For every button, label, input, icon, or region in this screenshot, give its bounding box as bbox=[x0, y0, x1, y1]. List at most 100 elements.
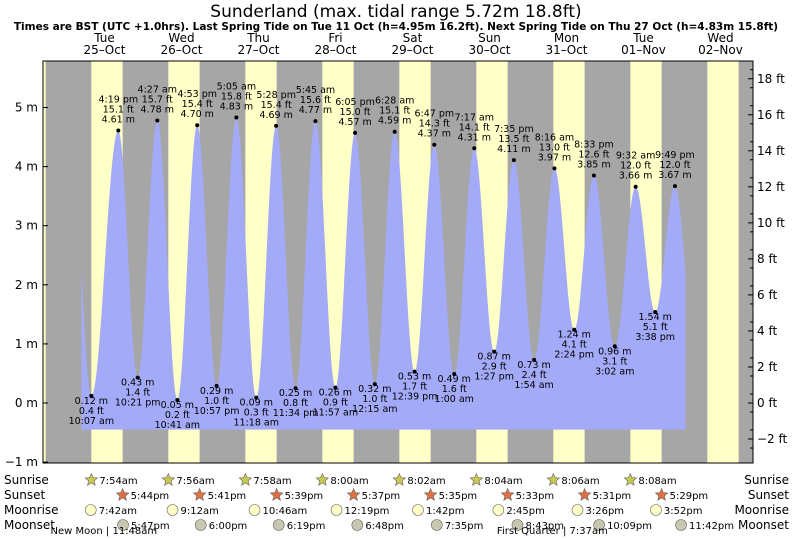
y-tick-label-ft: 2 ft bbox=[757, 360, 777, 374]
moonrise-icon bbox=[330, 504, 343, 516]
tide-label: 5.1 ft bbox=[643, 322, 668, 333]
moonrise-icon bbox=[571, 504, 584, 516]
tide-label: 10:41 am bbox=[155, 420, 200, 431]
tide-curve bbox=[81, 117, 686, 430]
tide-label: 0.09 m bbox=[240, 398, 273, 409]
moonset-icon bbox=[511, 519, 524, 531]
tide-label: 15.1 ft bbox=[379, 106, 410, 117]
moonrise-icon bbox=[166, 504, 179, 516]
tide-label: 0.96 m bbox=[598, 346, 631, 357]
tide-label: 10:07 am bbox=[69, 416, 114, 427]
sunrise-star-icon bbox=[84, 472, 99, 486]
sun-moon-time: 6:19pm bbox=[287, 521, 326, 532]
tide-label: 0.53 m bbox=[398, 372, 431, 383]
sun-moon-time: 5:35pm bbox=[439, 491, 478, 502]
sun-moon-time: 12:19pm bbox=[345, 506, 390, 517]
tide-area bbox=[81, 117, 686, 430]
sun-moon-time: 7:54am bbox=[99, 476, 137, 487]
y-tick-label-ft: 0 ft bbox=[757, 396, 777, 410]
moonrise-icon bbox=[412, 504, 424, 516]
sun-moon-time: 5:41pm bbox=[208, 491, 247, 502]
sun-moon-time: 7:42am bbox=[99, 506, 137, 517]
sun-moon-time: 6:00pm bbox=[209, 521, 248, 532]
day-name: Sat bbox=[403, 31, 423, 45]
sun-moon-time: 9:12am bbox=[181, 506, 219, 517]
tide-point bbox=[591, 173, 596, 178]
tide-label: 0.32 m bbox=[358, 384, 391, 395]
tide-label: 11:34 pm bbox=[273, 408, 319, 419]
tide-label: 0.9 ft bbox=[323, 398, 348, 409]
y-tick-label-ft: 6 ft bbox=[757, 288, 777, 302]
tide-label: 6:05 pm bbox=[335, 97, 375, 108]
sunrise-star-icon bbox=[469, 472, 484, 486]
sun-moon-time: 7:56am bbox=[176, 476, 214, 487]
sun-moon-time: 8:02am bbox=[407, 476, 445, 487]
tide-label: 14.3 ft bbox=[419, 119, 450, 130]
moonset-icon bbox=[194, 519, 207, 531]
tide-label: 4.83 m bbox=[220, 102, 253, 113]
tide-label: 12.0 ft bbox=[620, 161, 651, 172]
sun-moon-time: 7:35pm bbox=[445, 521, 484, 532]
tide-label: 1:00 am bbox=[434, 394, 473, 405]
row-label-right: Sunrise bbox=[744, 473, 789, 487]
row-label-left: Moonrise bbox=[4, 503, 59, 517]
axes: −1 m 0 m 1 m 2 m 3 m 4 m 5 m −2 ft 0 ft 2 ft 4 ft 6… bbox=[5, 60, 788, 469]
tide-label: 5:05 am bbox=[217, 82, 256, 93]
tide-point bbox=[234, 115, 239, 120]
day-date: 30–Oct bbox=[468, 43, 510, 57]
y-tick-label-ft: 10 ft bbox=[757, 216, 785, 230]
moonset-icon bbox=[272, 519, 285, 531]
tide-label: 12.6 ft bbox=[578, 149, 609, 160]
tide-point bbox=[293, 386, 298, 391]
tide-label: 7:17 am bbox=[455, 112, 494, 123]
tide-point bbox=[195, 123, 200, 128]
row-label-right: Moonrise bbox=[734, 503, 789, 517]
tide-point bbox=[274, 123, 279, 128]
sun-moon-time: 5:29pm bbox=[670, 491, 709, 502]
tide-label: 4.78 m bbox=[141, 105, 174, 116]
plot-frame bbox=[42, 60, 754, 464]
tide-label: 1:27 pm bbox=[474, 372, 514, 383]
day-name: Mon bbox=[554, 31, 579, 45]
y-tick-label-ft: −2 ft bbox=[757, 432, 788, 446]
tide-point bbox=[612, 344, 617, 349]
y-tick-label-ft: 12 ft bbox=[757, 180, 785, 194]
tide-label: 0.73 m bbox=[517, 360, 550, 371]
tide-point bbox=[432, 142, 437, 147]
tide-label: 3.85 m bbox=[577, 159, 610, 170]
sun-moon-time: 3:26pm bbox=[586, 506, 625, 517]
row-label-left: Sunrise bbox=[4, 473, 49, 487]
tide-label: 11:18 am bbox=[234, 418, 279, 429]
tide-label: 4.61 m bbox=[102, 115, 135, 126]
moonset-icon bbox=[431, 519, 443, 531]
day-date: 01–Nov bbox=[621, 43, 666, 57]
tide-label: 0.8 ft bbox=[283, 398, 308, 409]
tide-label: 1.54 m bbox=[638, 312, 671, 323]
row-label-left: Sunset bbox=[4, 488, 45, 502]
sunrise-star-icon bbox=[392, 472, 407, 486]
tide-label: 10:57 pm bbox=[194, 406, 240, 417]
row-label-left: Moonset bbox=[4, 518, 55, 532]
tide-label: 15.6 ft bbox=[300, 95, 331, 106]
row-label-right: Sunset bbox=[748, 488, 789, 502]
tide-label: 4.1 ft bbox=[562, 340, 587, 351]
tide-point bbox=[372, 382, 377, 387]
tide-label: 4.70 m bbox=[181, 109, 214, 120]
moonset-icon bbox=[675, 519, 687, 531]
tide-label: 0.3 ft bbox=[244, 408, 269, 419]
tide-label: 9:32 am bbox=[616, 151, 655, 162]
sunset-star-icon bbox=[115, 487, 130, 501]
daylight-band bbox=[707, 61, 739, 463]
sunset-star-icon bbox=[423, 487, 438, 501]
sunrise-star-icon bbox=[623, 472, 638, 486]
day-name: Tue bbox=[93, 31, 115, 45]
tide-point bbox=[333, 385, 338, 390]
day-name: Thu bbox=[246, 31, 270, 45]
tide-label: 4.11 m bbox=[497, 144, 530, 155]
tide-label: 11:57 am bbox=[313, 408, 358, 419]
sun-moon-time: 10:46am bbox=[263, 506, 308, 517]
tide-label: 0.2 ft bbox=[165, 410, 190, 421]
sun-moon-time: 5:47pm bbox=[131, 521, 170, 532]
